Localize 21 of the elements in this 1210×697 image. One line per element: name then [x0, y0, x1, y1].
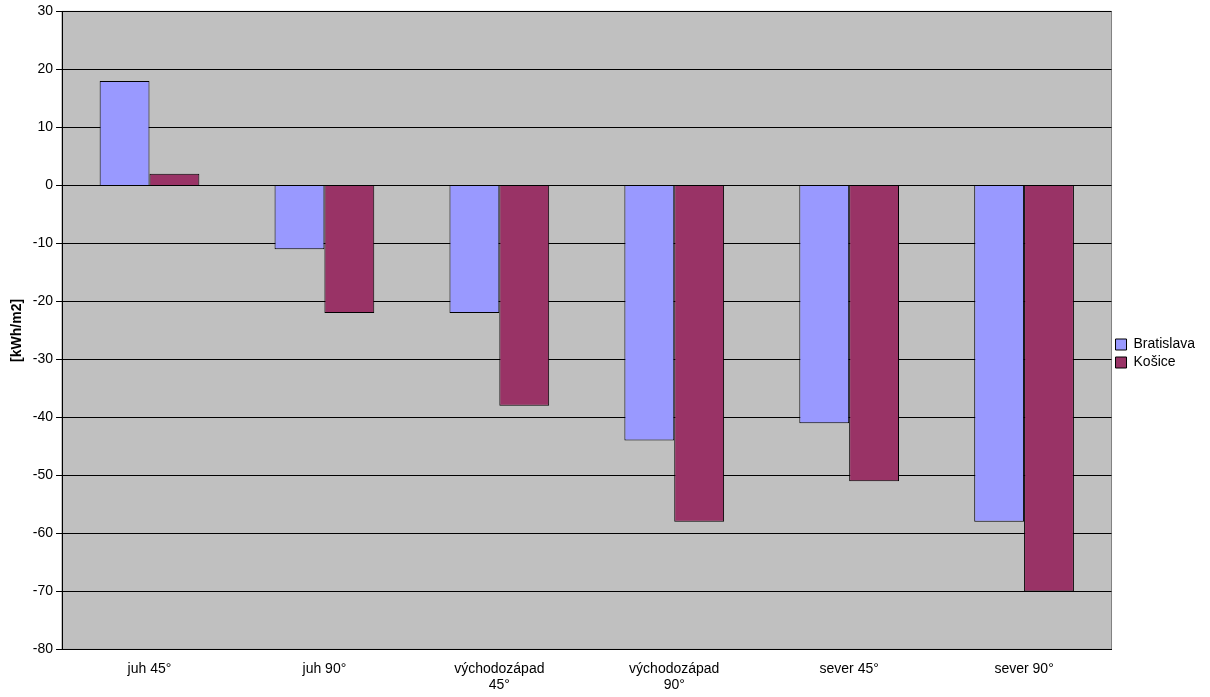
y-tick-label: -40: [32, 408, 54, 425]
legend-label: Košice: [1133, 353, 1176, 370]
y-tick-label: 10: [37, 118, 54, 135]
y-tick-label: -80: [32, 640, 54, 657]
y-tick-label: -60: [32, 524, 54, 541]
y-tick-label: -30: [32, 350, 54, 367]
legend-label: Bratislava: [1133, 335, 1196, 352]
x-tick-label: východozápad 45°: [454, 659, 545, 693]
y-tick-label: -50: [32, 466, 54, 483]
y-tick-label: 20: [37, 60, 54, 77]
y-tick-label: -10: [32, 234, 54, 251]
x-tick-label: sever 90°: [994, 659, 1054, 676]
y-tick-label: -70: [32, 582, 54, 599]
y-tick-label: -20: [32, 292, 54, 309]
y-tick-label: 30: [37, 2, 54, 19]
y-tick-label: 0: [45, 176, 54, 193]
x-tick-label: sever 45°: [819, 659, 879, 676]
x-tick-label: juh 90°: [301, 659, 347, 676]
y-axis-title: [kWh/m2]: [8, 298, 25, 362]
x-tick-label: juh 45°: [126, 659, 172, 676]
x-tick-label: východozápad 90°: [629, 659, 720, 693]
